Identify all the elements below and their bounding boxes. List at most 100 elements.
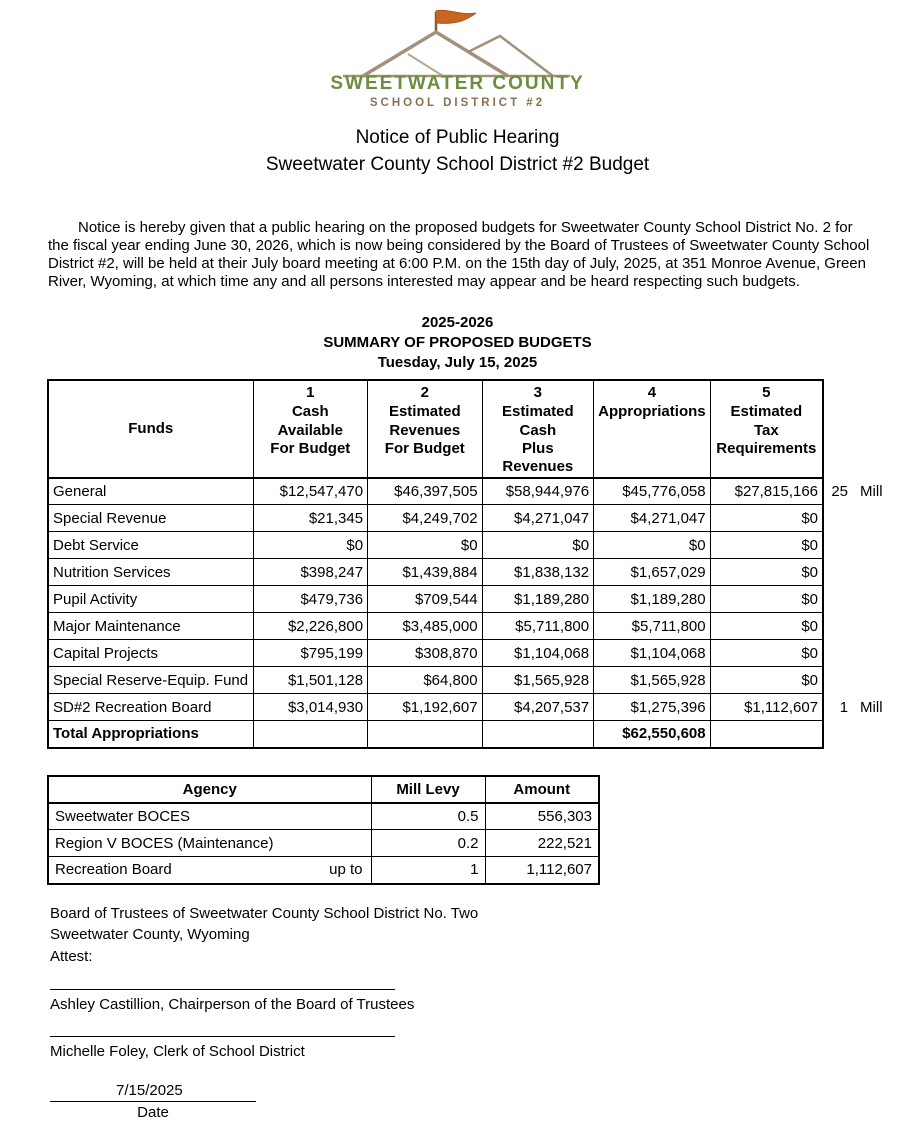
mountain-flag-logo-icon (342, 9, 570, 78)
cell-fund: Nutrition Services (46, 558, 254, 587)
cell-agency: Sweetwater BOCES (47, 802, 372, 831)
table-row-recreation-board: SD#2 Recreation Board $3,014,930 $1,192,… (46, 693, 914, 722)
cell-est-tax: $0 (709, 666, 825, 695)
agency-row-sweetwater-boces: Sweetwater BOCES 0.5 556,303 (47, 802, 600, 831)
column-number: 4 (647, 384, 657, 402)
column-header-3: 3 Estimated Cash Plus Revenues (481, 379, 595, 479)
page-title-line1: Notice of Public Hearing (355, 126, 560, 148)
column-number: 3 (533, 384, 542, 402)
mill-spacer (823, 380, 914, 477)
cell-fund: SD#2 Recreation Board (46, 693, 254, 722)
cell-cash-available: $3,014,930 (252, 693, 369, 722)
cell-est-tax: $0 (709, 585, 825, 614)
date-block: 7/15/2025 Date (50, 1082, 915, 1121)
table-row-major-maintenance: Major Maintenance $2,226,800 $3,485,000 … (46, 612, 914, 641)
board-line1: Board of Trustees of Sweetwater County S… (50, 904, 479, 922)
cell-est-tax: $0 (709, 531, 825, 560)
logo-text-line1: SWEETWATER COUNTY (330, 73, 585, 94)
summary-header: 2025-2026 SUMMARY OF PROPOSED BUDGETS Tu… (0, 313, 915, 374)
mill-annotation (823, 505, 914, 532)
mill-annotation (823, 667, 914, 694)
cell-cash-plus-rev: $1,104,068 (481, 639, 595, 668)
budget-summary-table: Funds 1 Cash Available For Budget 2 Esti… (46, 379, 915, 749)
cell-est-revenues: $308,870 (367, 639, 483, 668)
mill-annotation (823, 586, 914, 613)
cell-cash-plus-rev: $4,271,047 (481, 504, 595, 533)
cell-est-revenues (367, 720, 483, 749)
cell-est-revenues: $1,192,607 (367, 693, 483, 722)
mill-unit: Mill (860, 482, 883, 500)
cell-est-tax: $0 (709, 558, 825, 587)
cell-est-revenues: $4,249,702 (367, 504, 483, 533)
agency-name: Sweetwater BOCES (55, 807, 191, 825)
cell-est-tax (709, 720, 825, 749)
agency-mill-levy-table: Agency Mill Levy Amount Sweetwater BOCES… (47, 774, 600, 885)
cell-est-revenues: $1,439,884 (367, 558, 483, 587)
cell-cash-plus-rev: $58,944,976 (481, 477, 595, 506)
cell-cash-available: $21,345 (252, 504, 369, 533)
cell-cash-available: $1,501,128 (252, 666, 369, 695)
cell-total-appropriations: $62,550,608 (593, 720, 711, 749)
table-row-special-revenue: Special Revenue $21,345 $4,249,702 $4,27… (46, 504, 914, 533)
mill-value: 1 (839, 698, 849, 716)
cell-appropriations: $0 (593, 531, 711, 560)
cell-mill-levy: 0.5 (370, 802, 486, 831)
signature-line-1 (50, 975, 395, 990)
cell-est-tax: $27,815,166 (709, 477, 825, 506)
cell-cash-plus-rev: $1,565,928 (481, 666, 595, 695)
cell-est-revenues: $709,544 (367, 585, 483, 614)
cell-mill-levy: 1 (370, 856, 486, 885)
agency-name: Region V BOCES (Maintenance) (55, 834, 274, 852)
cell-cash-available: $2,226,800 (252, 612, 369, 641)
column-header-agency: Agency (47, 775, 372, 804)
table-row-general: General $12,547,470 $46,397,505 $58,944,… (46, 477, 914, 506)
cell-cash-available: $479,736 (252, 585, 369, 614)
signature-line-2 (50, 1022, 395, 1037)
table-row-special-reserve: Special Reserve-Equip. Fund $1,501,128 $… (46, 666, 914, 695)
table-row-total: Total Appropriations $62,550,608 (46, 720, 914, 749)
cell-fund: Debt Service (46, 531, 254, 560)
column-header-2: 2 Estimated Revenues For Budget (367, 379, 483, 479)
cell-appropriations: $1,104,068 (593, 639, 711, 668)
column-label: Estimated Cash Plus Revenues (501, 403, 574, 476)
column-header-4: 4 Appropriations (593, 379, 711, 479)
cell-agency: Region V BOCES (Maintenance) (47, 829, 372, 858)
page-title: Notice of Public Hearing Sweetwater Coun… (0, 124, 915, 179)
table-row-capital-projects: Capital Projects $795,199 $308,870 $1,10… (46, 639, 914, 668)
agency-name: Recreation Board (55, 861, 172, 879)
column-header-funds: Funds (46, 379, 254, 479)
board-line2: Sweetwater County, Wyoming (50, 926, 250, 944)
cell-est-tax: $0 (709, 504, 825, 533)
table-row-debt-service: Debt Service $0 $0 $0 $0 $0 (46, 531, 914, 560)
table-row-nutrition-services: Nutrition Services $398,247 $1,439,884 $… (46, 558, 914, 587)
cell-appropriations: $1,275,396 (593, 693, 711, 722)
cell-est-tax: $0 (709, 639, 825, 668)
table-row-pupil-activity: Pupil Activity $479,736 $709,544 $1,189,… (46, 585, 914, 614)
signature-block: Board of Trustees of Sweetwater County S… (50, 903, 915, 1121)
cell-fund: Special Reserve-Equip. Fund (46, 666, 254, 695)
summary-header-date: Tuesday, July 15, 2025 (377, 354, 538, 372)
mill-annotation: 25 Mill (823, 478, 914, 505)
signature-name-2: Michelle Foley, Clerk of School District (50, 1042, 305, 1060)
column-header-mill-levy: Mill Levy (370, 775, 486, 804)
table-header-row: Funds 1 Cash Available For Budget 2 Esti… (46, 379, 914, 479)
cell-cash-plus-rev: $1,189,280 (481, 585, 595, 614)
agency-row-recreation-board: Recreation Board up to 1 1,112,607 (47, 856, 600, 885)
cell-cash-plus-rev: $1,838,132 (481, 558, 595, 587)
cell-est-revenues: $46,397,505 (367, 477, 483, 506)
mill-annotation (823, 721, 914, 748)
cell-cash-available: $0 (252, 531, 369, 560)
column-label: Estimated Revenues For Budget (384, 403, 465, 457)
cell-agency: Recreation Board up to (47, 856, 372, 885)
signature-name-1: Ashley Castillion, Chairperson of the Bo… (50, 995, 415, 1013)
cell-fund: Capital Projects (46, 639, 254, 668)
column-label: Appropriations (598, 403, 706, 421)
cell-cash-plus-rev: $0 (481, 531, 595, 560)
summary-header-title: SUMMARY OF PROPOSED BUDGETS (323, 333, 592, 351)
mill-annotation (823, 559, 914, 586)
budget-table-container: Funds 1 Cash Available For Budget 2 Esti… (46, 379, 915, 749)
agency-qualifier: up to (329, 861, 363, 879)
cell-fund: Pupil Activity (46, 585, 254, 614)
agency-header-row: Agency Mill Levy Amount (47, 775, 600, 804)
cell-amount: 1,112,607 (484, 856, 600, 885)
